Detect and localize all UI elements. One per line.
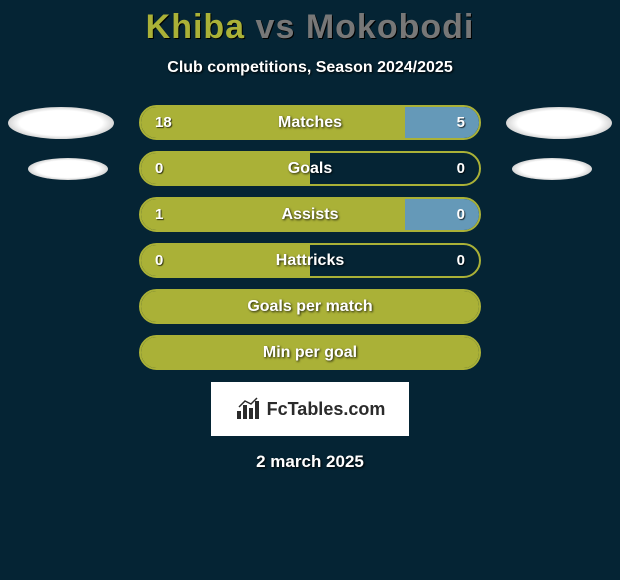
- stat-bar: Min per goal: [139, 335, 481, 370]
- stat-label: Hattricks: [276, 252, 344, 270]
- stat-label: Goals per match: [141, 291, 479, 322]
- stat-bar: 10 Assists: [139, 197, 481, 232]
- comparison-container: Khiba vs Mokobodi Club competitions, Sea…: [0, 0, 620, 472]
- stat-row: 10 Assists: [0, 197, 620, 232]
- stat-left-value: 1: [141, 199, 405, 230]
- stat-bar: 00Hattricks: [139, 243, 481, 278]
- chart-icon: [235, 397, 261, 421]
- subtitle: Club competitions, Season 2024/2025: [0, 59, 620, 77]
- player-left-badge: [28, 158, 108, 180]
- logo-text: FcTables.com: [267, 399, 386, 420]
- stat-right-value: 0: [310, 153, 479, 184]
- stat-row: Goals per match: [0, 289, 620, 324]
- player-left-name: Khiba: [146, 8, 245, 46]
- stat-row: Min per goal: [0, 335, 620, 370]
- stat-right-value: 0: [405, 199, 479, 230]
- stat-label: Assists: [282, 206, 339, 224]
- stat-left-value: 18: [141, 107, 405, 138]
- player-right-name: Mokobodi: [306, 8, 475, 46]
- player-left-badge: [8, 107, 114, 139]
- stat-row: 00Goals: [0, 151, 620, 186]
- stat-left-value: 0: [141, 153, 310, 184]
- stat-right-value: 5: [405, 107, 479, 138]
- page-title: Khiba vs Mokobodi: [0, 8, 620, 47]
- stat-bar: 00Goals: [139, 151, 481, 186]
- player-right-badge: [512, 158, 592, 180]
- stat-row: 00Hattricks: [0, 243, 620, 278]
- stat-label: Goals: [288, 160, 332, 178]
- vs-text: vs: [256, 8, 296, 46]
- stat-label: Min per goal: [141, 337, 479, 368]
- logo-box: FcTables.com: [211, 382, 409, 436]
- stat-bar: 185 Matches: [139, 105, 481, 140]
- date: 2 march 2025: [0, 452, 620, 472]
- stat-label: Matches: [278, 114, 342, 132]
- player-right-badge: [506, 107, 612, 139]
- stat-bar: Goals per match: [139, 289, 481, 324]
- stat-row: 185 Matches: [0, 105, 620, 140]
